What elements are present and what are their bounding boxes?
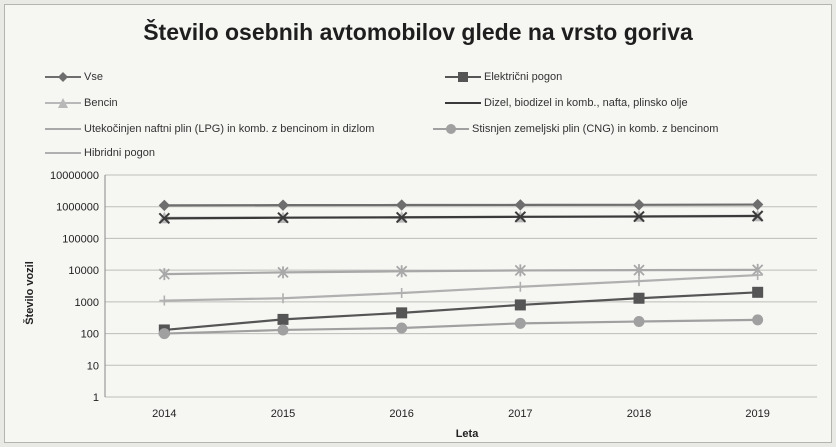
- x-tick-label: 2016: [389, 408, 413, 420]
- data-point: [158, 199, 171, 212]
- x-tick-label: 2015: [271, 408, 295, 420]
- legend-item-elektricni: Električni pogon: [445, 71, 562, 83]
- data-point: [514, 264, 526, 277]
- x-tick-label: 2018: [627, 408, 651, 420]
- legend-item-vse: Vse: [45, 71, 103, 83]
- legend-label: Dizel, biodizel in komb., nafta, plinsko…: [484, 97, 688, 109]
- series-lines: [158, 198, 764, 340]
- legend-marker-bencin: [45, 98, 81, 108]
- data-point: [515, 281, 526, 292]
- y-tick-label: 10000000: [50, 170, 99, 182]
- data-point: [396, 288, 407, 299]
- y-tick-label: 1000000: [56, 202, 99, 214]
- legend-item-cng: Stisnjen zemeljski plin (CNG) in komb. z…: [433, 123, 718, 135]
- series-line: [164, 318, 758, 335]
- series-line: [164, 203, 758, 207]
- x-tick-label: 2014: [152, 408, 176, 420]
- x-tick-label: 2019: [745, 408, 769, 420]
- data-point: [514, 299, 526, 311]
- data-point: [633, 264, 645, 277]
- series-6: [159, 270, 763, 306]
- data-point: [396, 322, 408, 334]
- data-point: [278, 293, 288, 304]
- x-tick-labels: 2014 2015 2016 2017 2018 2019: [152, 408, 770, 420]
- y-tick-label: 1: [93, 392, 99, 404]
- legend-marker-lpg: [45, 128, 81, 130]
- x-tick-label: 2017: [508, 408, 532, 420]
- legend-marker-dizel: [445, 102, 481, 104]
- data-point: [751, 210, 764, 222]
- legend-marker-vse: [45, 72, 81, 82]
- data-point: [277, 199, 289, 211]
- y-tick-label: 1000: [75, 297, 99, 309]
- gridlines: [104, 174, 817, 398]
- series-line: [164, 291, 758, 332]
- data-point: [158, 268, 170, 281]
- series-line: [164, 273, 758, 302]
- y-tick-label: 100: [81, 329, 99, 341]
- data-point: [633, 199, 645, 211]
- data-point: [277, 313, 289, 325]
- series-1: [158, 286, 764, 336]
- y-axis-title: Število vozil: [23, 261, 36, 325]
- data-point: [514, 317, 526, 329]
- legend-label: Hibridni pogon: [84, 147, 155, 159]
- data-point: [395, 211, 408, 224]
- series-line: [164, 268, 758, 276]
- legend-marker-cng: [433, 124, 469, 134]
- legend-item-dizel: Dizel, biodizel in komb., nafta, plinsko…: [445, 97, 688, 109]
- legend-label: Bencin: [84, 97, 118, 109]
- data-point: [158, 212, 171, 225]
- legend-marker-hibridni: [45, 152, 81, 154]
- chart-frame: Število osebnih avtomobilov glede na vrs…: [4, 4, 832, 443]
- legend-label: Stisnjen zemeljski plin (CNG) in komb. z…: [472, 123, 719, 135]
- data-point: [752, 270, 763, 281]
- data-point: [751, 198, 764, 211]
- data-point: [277, 266, 289, 279]
- legend-item-lpg: Utekočinjen naftni plin (LPG) in komb. z…: [45, 123, 374, 135]
- data-point: [159, 295, 170, 306]
- y-tick-label: 10: [87, 360, 99, 372]
- data-point: [514, 211, 527, 223]
- data-point: [633, 316, 645, 328]
- data-point: [158, 328, 170, 340]
- data-point: [752, 314, 764, 326]
- chart-title: Število osebnih avtomobilov glede na vrs…: [143, 19, 693, 45]
- data-point: [633, 210, 645, 223]
- legend-label: Utekočinjen naftni plin (LPG) in komb. z…: [84, 123, 375, 135]
- data-point: [752, 286, 764, 298]
- data-point: [514, 199, 527, 211]
- series-3: [158, 210, 764, 225]
- series-4: [158, 263, 764, 281]
- plot-area: 1 10 100 1000 10000 100000 1000000 10000000 201…: [23, 170, 817, 440]
- data-point: [633, 292, 645, 304]
- series-line: [164, 214, 758, 220]
- legend-item-bencin: Bencin: [45, 97, 118, 109]
- legend-label: Električni pogon: [484, 71, 563, 83]
- data-point: [395, 199, 408, 211]
- legend-marker-elektricni: [445, 72, 481, 82]
- y-tick-label: 10000: [68, 265, 99, 277]
- legend-item-hibridni: Hibridni pogon: [45, 147, 155, 159]
- series-5: [158, 314, 764, 340]
- data-point: [277, 324, 289, 336]
- data-point: [634, 276, 644, 287]
- x-axis-title: Leta: [456, 428, 480, 440]
- data-point: [396, 265, 408, 278]
- legend-label: Vse: [84, 71, 103, 83]
- y-tick-labels: 1 10 100 1000 10000 100000 1000000 10000000: [50, 170, 99, 404]
- series-0: [158, 198, 764, 212]
- data-point: [396, 307, 408, 319]
- data-point: [277, 212, 289, 224]
- y-tick-label: 100000: [62, 233, 99, 245]
